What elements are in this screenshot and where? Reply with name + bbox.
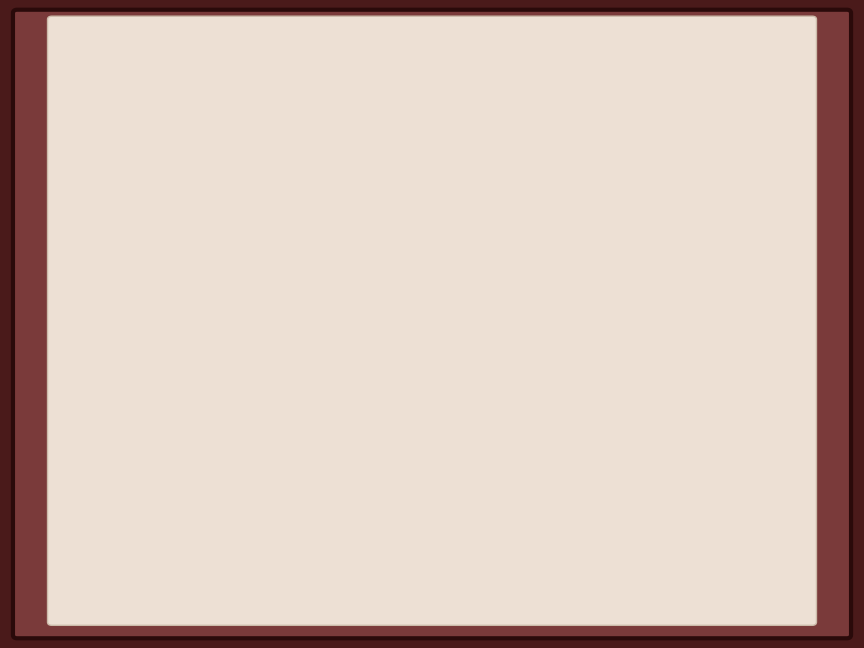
Text: (Atkinson)
Hyperplasia of
enamel organ: (Atkinson) Hyperplasia of enamel organ: [174, 196, 283, 244]
Text: Cystic
degeneration: Cystic degeneration: [176, 336, 281, 368]
Text: Cyst formation: Cyst formation: [384, 478, 501, 491]
FancyBboxPatch shape: [577, 178, 724, 262]
Text: (Al Talabini
&Smith)
Degeneration of
stellate reticulum: (Al Talabini &Smith) Degeneration of ste…: [377, 196, 509, 259]
Text: (Main)
Fluid
accumulation: (Main) Fluid accumulation: [600, 196, 701, 244]
Text: Intra follicular theory: Intra follicular theory: [256, 107, 630, 138]
Text: DR. MARIYAM FIDHA: DR. MARIYAM FIDHA: [387, 539, 499, 550]
FancyBboxPatch shape: [577, 322, 724, 392]
FancyBboxPatch shape: [356, 168, 530, 287]
Text: Associated with
enamel hypoplsia: Associated with enamel hypoplsia: [374, 346, 511, 378]
FancyBboxPatch shape: [356, 327, 530, 397]
FancyBboxPatch shape: [155, 318, 302, 387]
Text: •Between REE
and enamel
•Within REE: •Between REE and enamel •Within REE: [597, 334, 703, 380]
FancyBboxPatch shape: [356, 457, 530, 512]
FancyBboxPatch shape: [155, 178, 302, 262]
